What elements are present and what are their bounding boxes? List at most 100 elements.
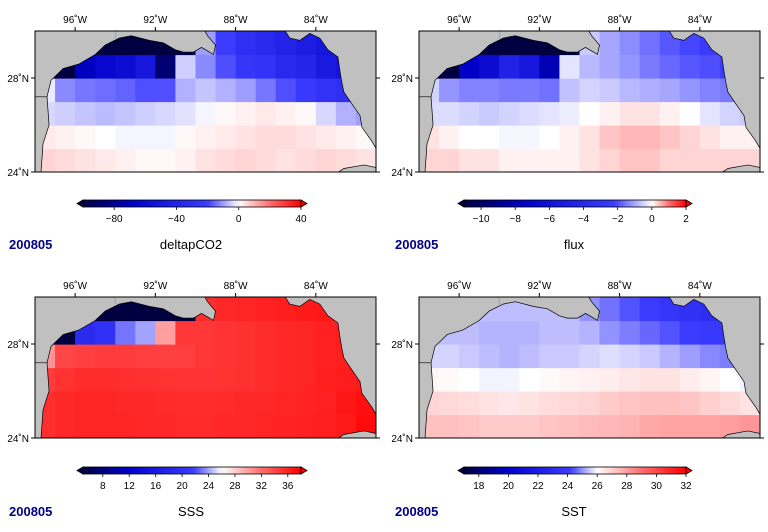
heatmap-cell: [295, 414, 317, 438]
heatmap-cell: [315, 414, 337, 438]
heatmap-cell: [659, 125, 681, 150]
heatmap-cell: [255, 31, 277, 56]
heatmap-cell: [155, 391, 177, 416]
heatmap-cell: [519, 391, 540, 416]
heatmap-cell: [599, 367, 621, 392]
x-tick-label: 92˚W: [143, 14, 167, 26]
heatmap-cell: [115, 125, 136, 150]
heatmap-cell: [315, 391, 337, 416]
heatmap-cell: [155, 125, 177, 150]
colorbar-tick-label: 32: [256, 481, 268, 492]
heatmap-cell: [115, 101, 136, 126]
heatmap-cell: [175, 148, 197, 172]
heatmap-cell: [215, 31, 237, 56]
heatmap-cell: [539, 125, 561, 150]
heatmap-cell: [55, 148, 76, 172]
heatmap-cell: [315, 78, 337, 103]
heatmap-cell: [439, 344, 460, 369]
heatmap-cell: [315, 101, 337, 126]
heatmap-cell: [135, 78, 156, 103]
heatmap-cell: [619, 367, 641, 392]
heatmap-cell: [215, 297, 237, 322]
heatmap-cell: [639, 78, 661, 103]
heatmap-cell: [135, 414, 156, 438]
heatmap-cell: [659, 101, 681, 126]
heatmap-cell: [659, 78, 681, 103]
heatmap-cell: [719, 148, 741, 172]
heatmap-cell: [559, 344, 581, 369]
heatmap-cell: [155, 367, 177, 392]
heatmap-cell: [639, 297, 661, 322]
heatmap-cell: [75, 414, 96, 438]
heatmap-cell: [539, 101, 561, 126]
colorbar-extend-low: [457, 199, 465, 208]
heatmap-cell: [639, 414, 661, 438]
heatmap-cell: [235, 125, 257, 150]
heatmap-cell: [255, 320, 277, 345]
heatmap-cell: [195, 320, 217, 345]
heatmap-cell: [115, 414, 136, 438]
heatmap-cell: [335, 391, 357, 416]
heatmap-cell: [659, 148, 681, 172]
heatmap-cell: [499, 148, 520, 172]
heatmap-cells: [35, 297, 376, 438]
heatmap-cell: [315, 367, 337, 392]
colorbar: 8 12 16 20 24 28 32 36: [76, 466, 308, 492]
heatmap-cell: [95, 101, 116, 126]
heatmap-cell: [519, 125, 540, 150]
heatmap-cell: [499, 125, 520, 150]
colorbar-tick-label: −8: [510, 214, 522, 225]
heatmap-cell: [335, 367, 357, 392]
heatmap-cell: [115, 391, 136, 416]
x-tick-label: 84˚W: [688, 14, 712, 26]
heatmap-cell: [235, 391, 257, 416]
heatmap-cell: [479, 344, 500, 369]
heatmap-cell: [579, 391, 601, 416]
heatmap-cell: [619, 414, 641, 438]
heatmap-cell: [579, 414, 601, 438]
heatmap-cell: [559, 391, 581, 416]
y-tick-label: 28˚N: [391, 339, 413, 351]
heatmap-cell: [599, 297, 621, 322]
heatmap-cell: [599, 320, 621, 345]
heatmap-cell: [539, 78, 561, 103]
heatmap-cell: [459, 344, 480, 369]
heatmap-cell: [659, 344, 681, 369]
heatmap-cell: [235, 297, 257, 322]
heatmap-cell: [175, 78, 197, 103]
panel-sss: 96˚W 92˚W 88˚W 84˚W 28˚N 24˚N 8 12 16 20 24 28 32 36 2…: [7, 280, 380, 519]
heatmap-cell: [559, 125, 581, 150]
heatmap-cell: [499, 54, 520, 79]
heatmap-cell: [255, 367, 277, 392]
colorbar-tick-label: 30: [651, 481, 663, 492]
y-tick-label: 24˚N: [391, 167, 413, 179]
heatmap-cell: [55, 367, 76, 392]
y-tick-label: 24˚N: [7, 433, 29, 445]
heatmap-cell: [639, 54, 661, 79]
colorbar-tick-label: 32: [680, 481, 692, 492]
heatmap-cell: [75, 367, 96, 392]
heatmap-cell: [75, 125, 96, 150]
colorbar-tick-label: 18: [473, 481, 485, 492]
heatmap-cell: [659, 54, 681, 79]
heatmap-cell: [195, 54, 217, 79]
colorbar-tick-label: 0: [236, 214, 242, 225]
heatmap-cell: [599, 54, 621, 79]
heatmap-cell: [519, 101, 540, 126]
heatmap-cell: [439, 414, 460, 438]
heatmap-cell: [235, 31, 257, 56]
heatmap-cell: [699, 344, 721, 369]
heatmap-cell: [719, 391, 741, 416]
heatmap-cell: [559, 320, 581, 345]
heatmap-cell: [459, 101, 480, 126]
heatmap-cell: [619, 31, 641, 56]
heatmap-cell: [95, 320, 116, 345]
heatmap-cell: [155, 148, 177, 172]
heatmap-cell: [659, 367, 681, 392]
heatmap-cell: [215, 344, 237, 369]
date-label: 200805: [395, 504, 438, 519]
heatmap-cell: [195, 125, 217, 150]
variable-name: deltapCO2: [160, 237, 222, 252]
heatmap-cell: [95, 391, 116, 416]
heatmap-cell: [175, 344, 197, 369]
